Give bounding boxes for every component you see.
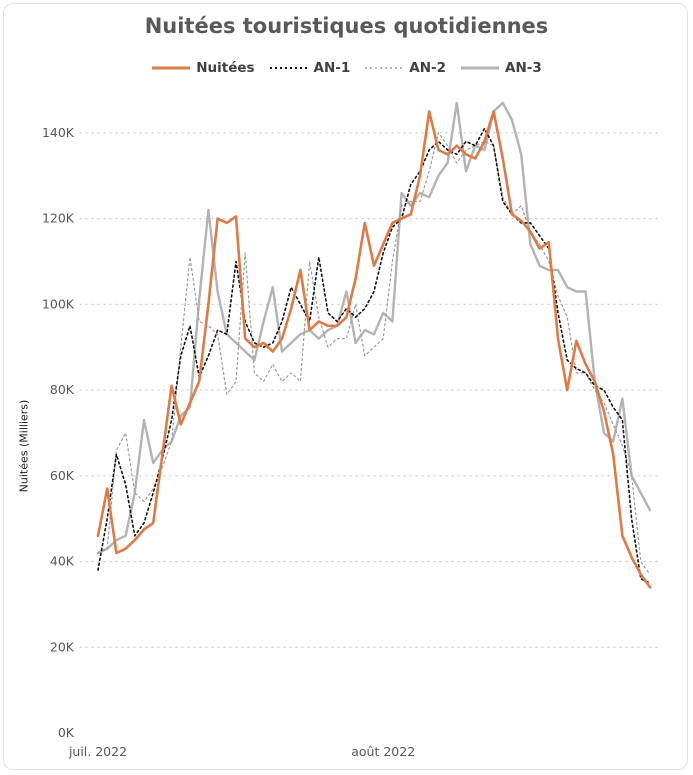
legend-swatch-an2 (365, 67, 404, 69)
y-tick-label: 120K (42, 211, 75, 226)
y-axis-ticks: 0K 20K 40K 60K 80K 100K 120K 140K (42, 125, 75, 740)
legend-item-an1[interactable]: AN-1 (269, 60, 351, 76)
y-tick-label: 100K (42, 296, 75, 311)
chart-title: Nuitées touristiques quotidiennes (144, 14, 549, 38)
legend-label-nuitees: Nuitées (196, 60, 255, 76)
series-line-an2[interactable] (97, 132, 651, 576)
y-tick-label: 20K (50, 639, 75, 654)
series-line-an1[interactable] (97, 127, 651, 584)
y-tick-label: 0K (58, 725, 75, 740)
gridlines (79, 132, 659, 648)
legend-item-nuitees[interactable]: Nuitées (151, 60, 255, 76)
legend-label-an2: AN-2 (409, 60, 447, 76)
x-tick-label: juil. 2022 (68, 744, 127, 759)
y-tick-label: 40K (50, 554, 75, 569)
legend-swatch-nuitees (152, 66, 191, 70)
series-line-nuites[interactable] (96, 110, 652, 589)
legend-label-an3: AN-3 (505, 60, 542, 76)
y-tick-label: 60K (50, 468, 75, 483)
legend: Nuitées AN-1 AN-2 AN-3 (0, 60, 693, 76)
x-tick-label: août 2022 (351, 744, 415, 759)
y-tick-label: 140K (42, 125, 75, 140)
x-axis-ticks: juil. 2022 août 2022 (68, 744, 415, 759)
legend-swatch-an1 (269, 67, 308, 69)
series-lines (96, 101, 652, 589)
legend-swatch-an3 (461, 66, 500, 70)
legend-item-an2[interactable]: AN-2 (364, 60, 446, 76)
legend-item-an3[interactable]: AN-3 (460, 60, 542, 76)
y-tick-label: 80K (50, 382, 75, 397)
legend-label-an1: AN-1 (313, 60, 351, 76)
chart-card (3, 3, 688, 770)
series-line-an3[interactable] (96, 101, 652, 555)
